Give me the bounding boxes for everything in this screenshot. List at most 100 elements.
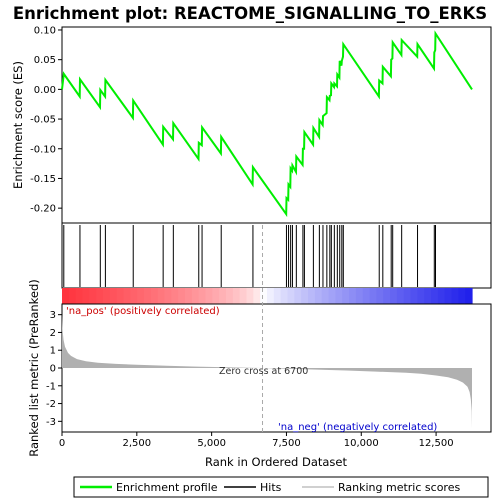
color-bar-segment — [444, 288, 453, 304]
color-bar-segment — [219, 288, 227, 304]
color-bar-segment — [157, 288, 166, 304]
color-bar-segment — [205, 288, 213, 304]
x-tick-label: 2,500 — [122, 438, 151, 449]
zero-cross-label: Zero cross at 6700 — [219, 366, 308, 377]
legend-enrichment-label: Enrichment profile — [116, 481, 218, 494]
color-bar-segment — [465, 288, 473, 304]
color-bar-segment — [410, 288, 418, 304]
color-bar-segment — [137, 288, 145, 304]
color-bar-segment — [164, 288, 172, 304]
es-tick-label: -0.10 — [30, 144, 56, 155]
es-tick-label: -0.05 — [30, 115, 56, 126]
metric-axis: 3 2 1 0 -1 -2 -3 — [46, 310, 62, 428]
chart-title: Enrichment plot: REACTOME_SIGNALLING_TO_… — [13, 4, 487, 23]
metric-tick-label: 1 — [50, 346, 56, 357]
color-bar-segment — [109, 288, 118, 304]
legend-hits-label: Hits — [260, 481, 282, 494]
color-bar-segment — [273, 288, 282, 304]
color-bar-segment — [246, 288, 254, 304]
x-tick-label: 12,500 — [419, 438, 454, 449]
x-tick-label: 0 — [59, 438, 65, 449]
es-tick-label: -0.15 — [30, 174, 56, 185]
color-bar-segment — [314, 288, 323, 304]
color-bar-segment — [260, 288, 268, 304]
x-axis-label: Rank in Ordered Dataset — [205, 455, 348, 469]
color-bar-segment — [68, 288, 77, 304]
color-bar-segment — [123, 288, 131, 304]
es-tick-label: 0.10 — [34, 25, 56, 36]
color-bar-segment — [383, 288, 391, 304]
color-bar-segment — [355, 288, 364, 304]
hits-panel — [61, 222, 492, 304]
color-bar-segment — [226, 288, 234, 304]
metric-tick-label: 3 — [50, 310, 56, 321]
color-bar-segment — [362, 288, 371, 304]
legend-metric-label: Ranking metric scores — [338, 481, 460, 494]
color-bar-segment — [116, 288, 125, 304]
color-bar-segment — [424, 288, 432, 304]
color-bar-segment — [328, 288, 336, 304]
color-bar-segment — [150, 288, 159, 304]
color-bar-segment — [89, 288, 97, 304]
color-bar-segment — [458, 288, 466, 304]
color-bar-segment — [178, 288, 186, 304]
color-bar-segment — [287, 288, 295, 304]
es-axis-label: Enrichment score (ES) — [11, 61, 25, 189]
color-bar-segment — [431, 288, 439, 304]
negative-correlation-label: 'na_neg' (negatively correlated) — [278, 422, 437, 433]
color-bar-segment — [96, 288, 104, 304]
color-bar-segment — [144, 288, 152, 304]
color-bar-segment — [191, 288, 200, 304]
color-bar-segment — [417, 288, 425, 304]
color-bar-segment — [437, 288, 446, 304]
color-bar-segment — [390, 288, 398, 304]
metric-tick-label: -3 — [46, 417, 56, 428]
color-bar-segment — [335, 288, 343, 304]
color-bar-segment — [185, 288, 193, 304]
x-axis: 0 2,500 5,000 7,500 10,000 12,500 — [59, 432, 454, 449]
color-bar-segment — [294, 288, 302, 304]
hit-lines — [63, 225, 436, 287]
color-bar-segment — [403, 288, 412, 304]
color-bar-segment — [82, 288, 90, 304]
enrichment-profile-line — [61, 30, 473, 218]
color-bar-segment — [232, 288, 241, 304]
color-bar-segment — [239, 288, 248, 304]
es-panel: 0.10 0.05 0.00 -0.05 -0.10 -0.15 -0.20 — [30, 25, 492, 224]
x-tick-label: 5,000 — [197, 438, 226, 449]
color-bar-segment — [171, 288, 179, 304]
metric-tick-label: -1 — [46, 381, 56, 392]
ranking-metric-area — [62, 314, 472, 429]
es-tick-label: 0.00 — [34, 85, 56, 96]
es-axis: 0.10 0.05 0.00 -0.05 -0.10 -0.15 -0.20 — [30, 25, 62, 215]
color-bar-segment — [376, 288, 384, 304]
metric-panel: 3 2 1 0 -1 -2 -3 Zero cross at 6700 'na_pos' (… — [46, 225, 492, 449]
metric-tick-label: 0 — [50, 364, 56, 375]
x-tick-label: 7,500 — [272, 438, 301, 449]
color-bar-segment — [396, 288, 405, 304]
color-bar-segment — [349, 288, 357, 304]
color-bar-segment — [212, 288, 220, 304]
color-bar-segment — [267, 288, 275, 304]
es-tick-label: -0.20 — [30, 204, 56, 215]
metric-tick-label: 2 — [50, 328, 56, 339]
legend-frame — [73, 476, 489, 498]
es-tick-label: 0.05 — [34, 55, 56, 66]
color-bar-segment — [308, 288, 316, 304]
legend: Enrichment profile Hits Ranking metric s… — [73, 476, 489, 498]
positive-correlation-label: 'na_pos' (positively correlated) — [66, 306, 220, 317]
color-bar-segment — [451, 288, 459, 304]
color-bar-segment — [280, 288, 289, 304]
metric-axis-label: Ranked list metric (PreRanked) — [27, 279, 41, 457]
color-bar-segment — [369, 288, 377, 304]
color-bar-segment — [103, 288, 111, 304]
color-bar-segment — [253, 288, 261, 304]
color-bar-segment — [62, 288, 70, 304]
color-bar-segment — [301, 288, 309, 304]
x-tick-label: 10,000 — [344, 438, 379, 449]
color-bar-segment — [130, 288, 138, 304]
color-bar-segment — [321, 288, 330, 304]
hits-panel-frame — [61, 222, 492, 289]
color-bar-segment — [75, 288, 84, 304]
